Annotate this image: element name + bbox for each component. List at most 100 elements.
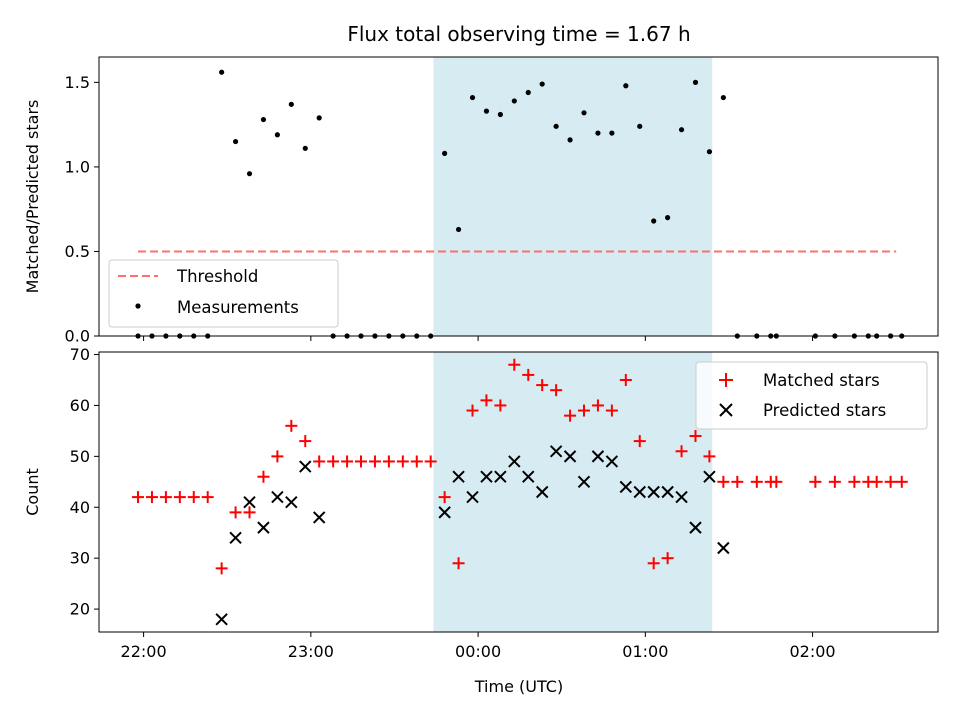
matched-star-point (201, 491, 214, 504)
matched-star-point (717, 475, 730, 488)
predicted-star-point (452, 470, 465, 483)
matched-star-point (480, 394, 493, 407)
predicted-star-point (271, 490, 284, 504)
measurement-point (469, 94, 476, 101)
predicted-star-point (563, 450, 577, 463)
predicted-star-point (689, 521, 702, 534)
measurement-point (274, 132, 280, 138)
predicted-star-point (619, 480, 633, 494)
legend-threshold-label: Threshold (176, 267, 258, 286)
top-legend-box (108, 259, 339, 328)
top-y-tick-label: 0.5 (65, 242, 90, 261)
top-legend: Threshold Measurements (108, 259, 339, 328)
matched-star-point (466, 404, 479, 417)
matched-star-point (689, 430, 702, 442)
measurement-point (651, 218, 657, 224)
matched-star-point (828, 475, 841, 488)
predicted-star-point (591, 450, 605, 463)
predicted-star-point (243, 495, 256, 509)
predicted-star-point (717, 541, 730, 555)
predicted-star-point (229, 531, 242, 545)
legend-predicted-swatch (719, 403, 733, 417)
x-axis-label: Time (UTC) (474, 677, 563, 696)
measurement-point (483, 108, 490, 114)
matched-star-point (368, 455, 381, 468)
matched-star-point (410, 455, 423, 468)
predicted-star-point (675, 490, 688, 504)
top-y-tick-label: 1.5 (65, 73, 90, 92)
matched-star-point (396, 455, 409, 468)
measurement-point (581, 110, 587, 116)
measurement-point (609, 130, 615, 136)
measurement-point (706, 149, 713, 155)
measurement-point (302, 145, 308, 151)
matched-star-point (848, 475, 861, 488)
top-y-tick-label: 1.0 (65, 157, 90, 176)
bottom-y-tick-label: 30 (70, 549, 90, 568)
predicted-star-point (508, 455, 521, 468)
measurement-point (497, 111, 503, 118)
matched-star-point (870, 475, 883, 488)
predicted-star-point (312, 511, 326, 524)
bottom-panel: 20 30 40 50 60 70 22:00 23:00 00:00 01:00 02:00 C… (23, 345, 939, 696)
matched-star-point (215, 562, 228, 575)
predicted-star-point (605, 455, 619, 468)
predicted-star-point (466, 490, 479, 504)
top-highlight-span (433, 57, 713, 336)
measurement-point (678, 127, 685, 133)
predicted-star-point (703, 470, 716, 483)
measurement-point (692, 79, 699, 85)
matched-star-point (271, 450, 284, 463)
x-tick-label: 01:00 (622, 642, 668, 661)
measurement-point (442, 150, 448, 156)
matched-star-point (770, 475, 783, 488)
measurement-point (525, 89, 531, 96)
matched-star-point (452, 557, 465, 570)
matched-star-point (703, 450, 716, 463)
measurement-point (219, 69, 225, 75)
top-y-tick-label: 0.0 (65, 327, 90, 346)
legend-matched-label: Matched stars (763, 371, 880, 390)
measurement-point (316, 115, 322, 121)
matched-star-point (229, 506, 242, 519)
matched-star-point (257, 470, 270, 483)
x-tick-label: 23:00 (288, 642, 334, 661)
bottom-y-tick-label: 70 (70, 345, 90, 364)
legend-matched-swatch (719, 373, 733, 387)
legend-measurements-label: Measurements (177, 298, 299, 317)
measurement-point (260, 116, 267, 123)
predicted-star-point (661, 485, 674, 499)
matched-star-point (299, 435, 312, 448)
measurement-point (720, 94, 726, 101)
matched-star-point (809, 475, 822, 488)
measurement-point (665, 215, 671, 221)
matched-star-point (382, 455, 395, 468)
matched-star-point (243, 506, 256, 519)
x-tick-label: 00:00 (455, 642, 501, 661)
top-axes-frame (98, 56, 939, 337)
matched-star-point (884, 475, 897, 488)
bottom-y-tick-label: 40 (70, 498, 90, 517)
predicted-star-point (299, 460, 312, 473)
bottom-axes-frame (98, 351, 939, 633)
measurement-point (455, 226, 462, 233)
bottom-y-tick-label: 20 (70, 600, 90, 619)
matched-star-point (605, 404, 618, 417)
bottom-y-tick-label: 60 (70, 396, 90, 415)
top-y-axis-label: Matched/Predicted stars (23, 100, 42, 294)
matched-star-point (494, 399, 507, 412)
matched-star-point (619, 374, 632, 386)
measurement-point (246, 171, 253, 177)
matched-star-point (508, 358, 521, 371)
legend-measurements-swatch (135, 303, 141, 309)
matched-star-point (591, 399, 604, 412)
matched-star-point (159, 491, 172, 504)
matched-star-point (675, 445, 688, 458)
matched-star-point (536, 379, 549, 392)
x-tick-label: 22:00 (121, 642, 167, 661)
matched-star-point (578, 404, 591, 417)
chart-title: Flux total observing time = 1.67 h (347, 22, 690, 46)
matched-star-point (550, 384, 563, 397)
matched-star-point (647, 557, 660, 570)
matched-star-point (895, 475, 908, 488)
